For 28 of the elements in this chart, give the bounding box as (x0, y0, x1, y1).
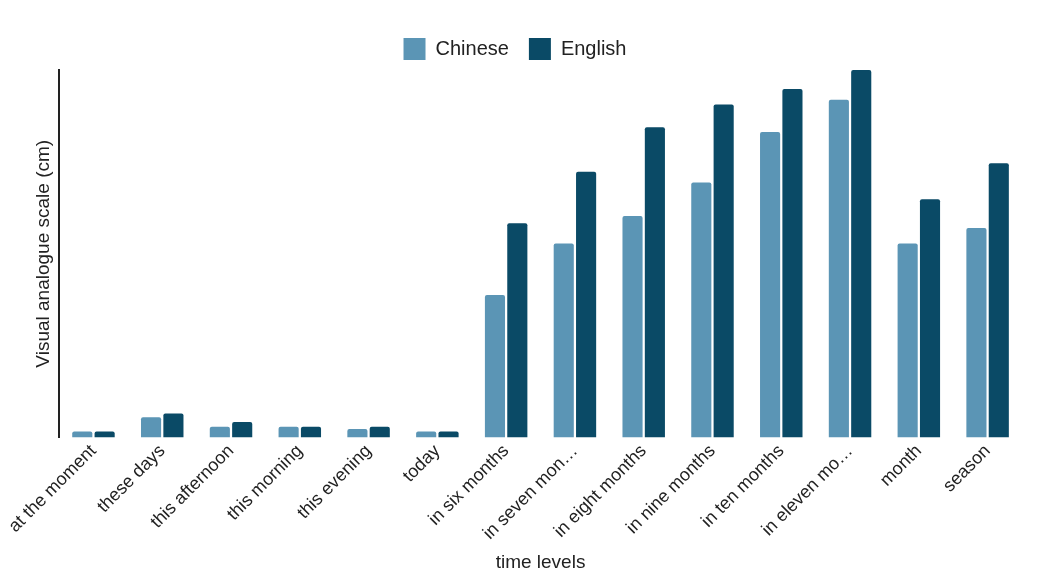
bar (897, 243, 918, 438)
bar (232, 422, 253, 438)
bar (966, 228, 987, 438)
bar (163, 413, 184, 438)
legend-label: Chinese (435, 36, 509, 59)
bar (553, 243, 574, 438)
bar (209, 426, 230, 438)
bar (691, 182, 712, 438)
bar (278, 426, 299, 438)
legend-label: English (560, 36, 627, 59)
bar (507, 223, 528, 438)
bar (576, 171, 597, 438)
bar (141, 417, 162, 438)
bar (828, 99, 849, 438)
bar (988, 163, 1009, 438)
bar (369, 426, 390, 438)
bar (760, 132, 781, 438)
bar (782, 89, 803, 438)
x-axis-title: time levels (495, 550, 586, 572)
bar (919, 199, 941, 438)
bar (484, 294, 506, 438)
bar (300, 426, 322, 438)
bar (644, 127, 665, 438)
bar (622, 215, 643, 438)
bar (713, 104, 734, 438)
bar (851, 70, 872, 438)
bar (347, 429, 368, 438)
y-axis-title: Visual analogue scale (cm) (31, 139, 53, 368)
